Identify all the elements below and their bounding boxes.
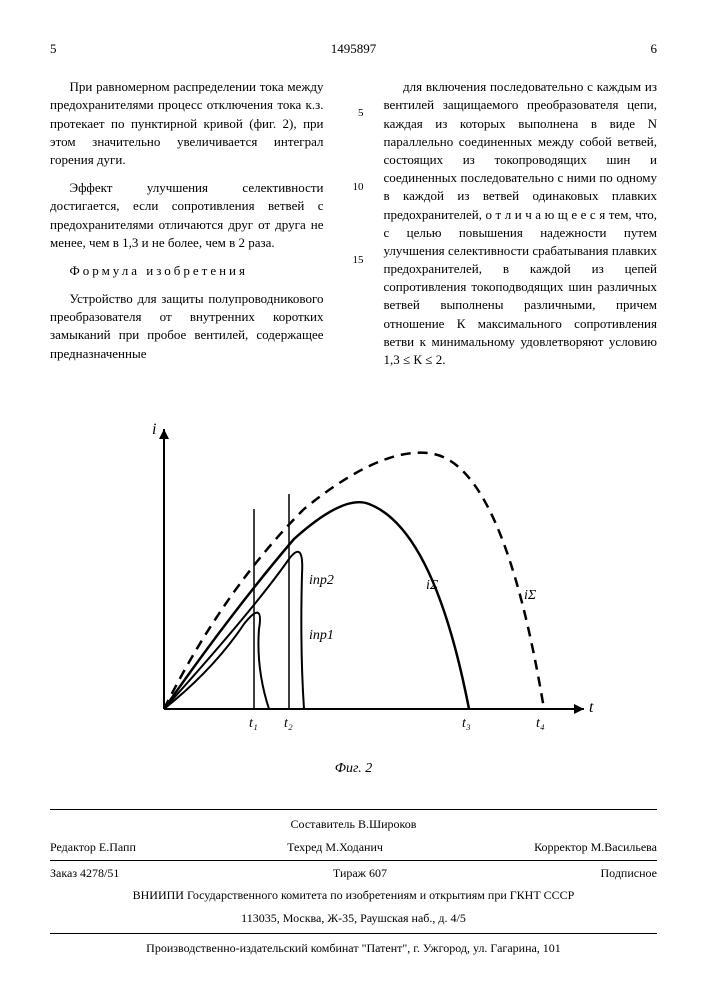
- line-num: 15: [344, 253, 364, 268]
- left-p3: Устройство для защиты полупроводникового…: [50, 290, 324, 363]
- footer-rule: [50, 809, 657, 810]
- solid-sigma-curve: [164, 502, 469, 709]
- line-numbers: 5 10 15: [344, 78, 364, 379]
- xtick-t2: t₂: [284, 716, 293, 731]
- figure-2: i t t₁ t₂ t₃ t₄ iпр2 iпр1 iΣ iΣ Фиг. 2: [50, 409, 657, 779]
- left-p2: Эффект улучшения селективности достигает…: [50, 179, 324, 252]
- line-num: 10: [344, 180, 364, 195]
- publisher: Производственно-издательский комбинат "П…: [50, 940, 657, 957]
- ipr2-curve: [164, 552, 304, 709]
- label-ipr1: iпр1: [309, 628, 334, 643]
- footer: Составитель В.Широков Редактор Е.Папп Те…: [50, 809, 657, 957]
- compiler: Составитель В.Широков: [50, 816, 657, 833]
- y-arrow: [159, 429, 169, 439]
- label-isigma-dashed: iΣ: [524, 588, 537, 603]
- techred: Техред М.Ходанич: [287, 839, 383, 856]
- xtick-t3: t₃: [462, 716, 471, 731]
- xtick-t4: t₄: [536, 716, 545, 731]
- dashed-curve: [164, 453, 544, 709]
- doc-number: 1495897: [331, 40, 377, 58]
- tirazh: Тираж 607: [333, 865, 387, 882]
- subscription: Подписное: [601, 865, 658, 882]
- corrector: Корректор М.Васильева: [534, 839, 657, 856]
- line-num: 5: [344, 106, 364, 121]
- footer-rule: [50, 860, 657, 861]
- footer-rule: [50, 933, 657, 934]
- page-num-right: 6: [651, 40, 658, 58]
- xtick-t1: t₁: [249, 716, 258, 731]
- chart-svg: i t t₁ t₂ t₃ t₄ iпр2 iпр1 iΣ iΣ: [104, 409, 604, 749]
- address: 113035, Москва, Ж-35, Раушская наб., д. …: [50, 910, 657, 927]
- right-column: для включения последовательно с каждым и…: [384, 78, 658, 379]
- order: Заказ 4278/51: [50, 865, 119, 882]
- page-num-left: 5: [50, 40, 57, 58]
- left-column: При равномерном распределении тока между…: [50, 78, 324, 379]
- figure-caption: Фиг. 2: [50, 759, 657, 779]
- editor: Редактор Е.Папп: [50, 839, 136, 856]
- y-axis-label: i: [152, 421, 156, 438]
- x-axis-label: t: [589, 699, 594, 716]
- label-isigma-solid: iΣ: [426, 578, 439, 593]
- label-ipr2: iпр2: [309, 573, 334, 588]
- x-arrow: [574, 704, 584, 714]
- right-p1: для включения последовательно с каждым и…: [384, 78, 658, 369]
- text-columns: При равномерном распределении тока между…: [50, 78, 657, 379]
- footer-row-credits: Редактор Е.Папп Техред М.Ходанич Коррект…: [50, 839, 657, 856]
- page-header: 5 1495897 6: [50, 40, 657, 58]
- org: ВНИИПИ Государственного комитета по изоб…: [50, 887, 657, 904]
- formula-title: Формула изобретения: [50, 262, 324, 280]
- footer-row-order: Заказ 4278/51 Тираж 607 Подписное: [50, 865, 657, 882]
- left-p1: При равномерном распределении тока между…: [50, 78, 324, 169]
